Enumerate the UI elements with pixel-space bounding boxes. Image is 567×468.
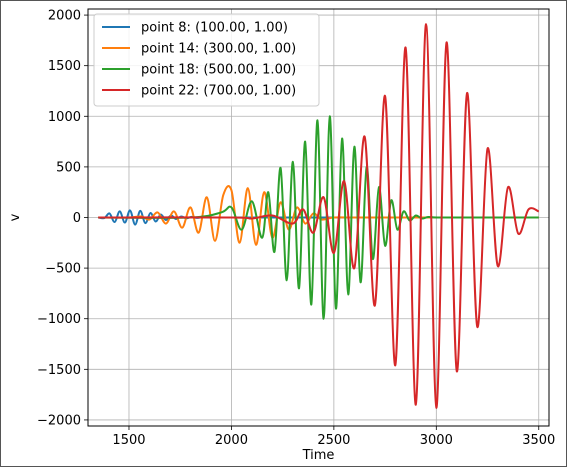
- x-tick-label: 1500: [112, 433, 145, 448]
- series-line-3: [98, 115, 539, 320]
- y-tick-label: 2000: [48, 9, 81, 24]
- y-tick-label: −500: [45, 262, 81, 277]
- x-axis-label: Time: [302, 448, 335, 463]
- y-tick-label: −2000: [37, 413, 81, 428]
- y-tick-label: 500: [56, 160, 81, 175]
- x-tick-label: 3500: [522, 433, 555, 448]
- x-tick-label: 2500: [317, 433, 350, 448]
- y-axis: −2000 −1500 −1000 −500 0 500 1000 1500 2000: [37, 9, 88, 428]
- legend-entry: point 22: (700.00, 1.00): [141, 84, 296, 99]
- legend-box: [93, 13, 320, 107]
- legend-entry: point 18: (500.00, 1.00): [141, 63, 296, 78]
- x-tick-label: 2000: [215, 433, 248, 448]
- y-tick-label: 1500: [48, 59, 81, 74]
- y-tick-label: −1500: [37, 363, 81, 378]
- y-tick-label: 1000: [48, 110, 81, 125]
- series-line-4: [98, 23, 540, 409]
- y-axis-label: v: [8, 213, 23, 221]
- legend-entry: point 8: (100.00, 1.00): [141, 21, 288, 36]
- y-tick-label: 0: [73, 211, 81, 226]
- x-axis: 1500 2000 2500 3000 3500: [112, 426, 555, 448]
- legend-entry: point 14: (300.00, 1.00): [141, 42, 296, 57]
- legend: point 8: (100.00, 1.00) point 14: (300.00…: [93, 13, 320, 107]
- y-tick-label: −1000: [37, 312, 81, 327]
- x-tick-label: 3000: [420, 433, 453, 448]
- series-lines: [98, 23, 540, 409]
